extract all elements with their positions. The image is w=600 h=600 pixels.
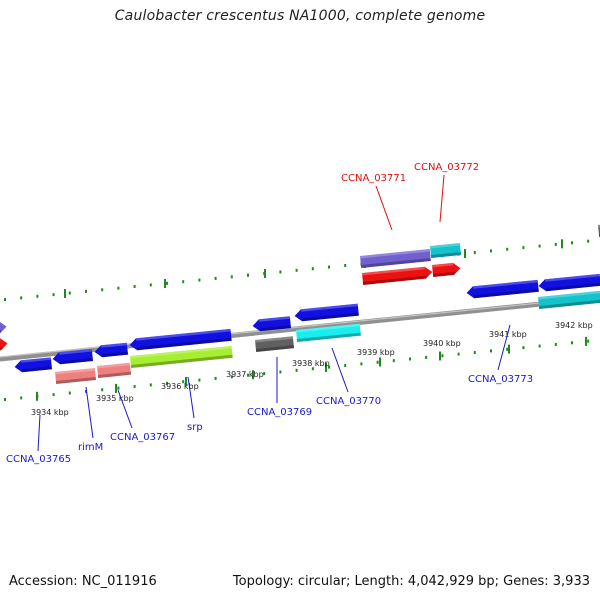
gene-ccna-03771[interactable] xyxy=(362,266,433,285)
gene-label[interactable]: CCNA_03771 xyxy=(341,173,406,184)
gene-label-line xyxy=(439,174,445,223)
gene-label-line xyxy=(37,414,41,452)
kbp-label: 3939 kbp xyxy=(357,348,395,357)
kbp-label: 3935 kbp xyxy=(96,394,134,403)
gene-label[interactable]: CCNA_03772 xyxy=(414,162,479,173)
gene-label[interactable]: CCNA_03765 xyxy=(6,454,71,465)
gene-ccna-03770[interactable] xyxy=(296,323,361,342)
kbp-label: 3937 kbp xyxy=(226,370,264,379)
gene-srp[interactable] xyxy=(130,345,233,368)
gene-ccna-03773-teal[interactable] xyxy=(538,290,600,309)
gene-label-line xyxy=(497,324,511,371)
gene-label[interactable]: CCNA_03773 xyxy=(468,374,533,385)
tick-marks xyxy=(4,239,590,401)
gene-label-lines xyxy=(37,174,511,452)
gene-label[interactable]: CCNA_03769 xyxy=(247,407,312,418)
accession-text: Accession: NC_011916 xyxy=(9,574,157,589)
gene-label[interactable]: CCNA_03767 xyxy=(110,432,175,443)
genome-title: Caulobacter crescentus NA1000, complete … xyxy=(114,8,486,24)
gene-ccna-03773[interactable] xyxy=(466,279,539,299)
kbp-label: 3934 kbp xyxy=(31,408,69,417)
backbone-line xyxy=(0,295,600,362)
gene-rimm-rna-b[interactable] xyxy=(97,362,132,378)
gene-label-line xyxy=(187,376,195,419)
gene-ccna-03767[interactable] xyxy=(129,328,232,351)
gene-ccna-03765b[interactable] xyxy=(52,349,93,365)
gene-ccna-03769[interactable] xyxy=(255,336,295,352)
gene-ccna-03765[interactable] xyxy=(14,357,53,373)
backbone-group xyxy=(0,295,600,362)
gene-label[interactable]: CCNA_03770 xyxy=(316,396,381,407)
gene-label[interactable]: srp xyxy=(187,422,203,433)
gene-ccna-03773b[interactable] xyxy=(538,273,600,292)
kbp-label: 3942 kbp xyxy=(555,321,593,330)
gene-label[interactable]: rimM xyxy=(78,442,103,453)
gene-red-edge[interactable] xyxy=(0,338,8,351)
kbp-label: 3940 kbp xyxy=(423,339,461,348)
gene-purple-edge[interactable] xyxy=(0,321,7,334)
gene-rimm-rna[interactable] xyxy=(55,368,96,384)
gene-features xyxy=(0,224,600,384)
gene-label-line xyxy=(117,389,133,429)
kbp-label: 3936 kbp xyxy=(161,382,199,391)
gene-labels: CCNA_03765 rimM CCNA_03767 srp CCNA_03769 CCN… xyxy=(6,162,533,465)
gene-label-line xyxy=(85,386,94,439)
gene-ccna-03771-purple[interactable] xyxy=(360,249,431,268)
backbone-highlight xyxy=(0,296,600,358)
gene-ccna-03770-top[interactable] xyxy=(294,303,359,322)
kbp-label: 3938 kbp xyxy=(292,359,330,368)
gene-ccna-03769-top[interactable] xyxy=(252,316,292,332)
gene-label-line xyxy=(331,347,349,393)
gene-rimm[interactable] xyxy=(94,342,129,358)
gene-label-line xyxy=(375,185,393,231)
genome-summary-text: Topology: circular; Length: 4,042,929 bp… xyxy=(232,574,590,589)
gene-ccna-03772[interactable] xyxy=(432,262,461,277)
gene-ccna-03772-teal[interactable] xyxy=(430,243,462,258)
